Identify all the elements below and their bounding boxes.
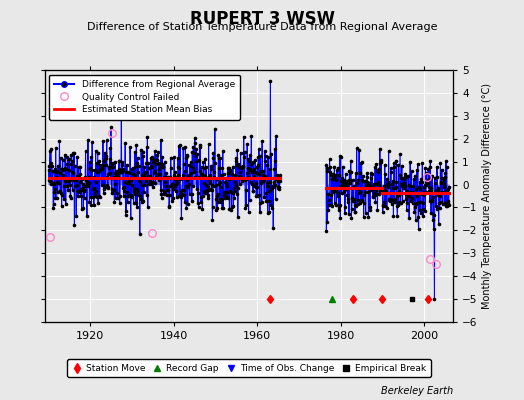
Text: RUPERT 3 WSW: RUPERT 3 WSW — [190, 10, 334, 28]
Legend: Station Move, Record Gap, Time of Obs. Change, Empirical Break: Station Move, Record Gap, Time of Obs. C… — [67, 359, 431, 377]
Text: Berkeley Earth: Berkeley Earth — [381, 386, 453, 396]
Text: Difference of Station Temperature Data from Regional Average: Difference of Station Temperature Data f… — [87, 22, 437, 32]
Y-axis label: Monthly Temperature Anomaly Difference (°C): Monthly Temperature Anomaly Difference (… — [482, 83, 492, 309]
